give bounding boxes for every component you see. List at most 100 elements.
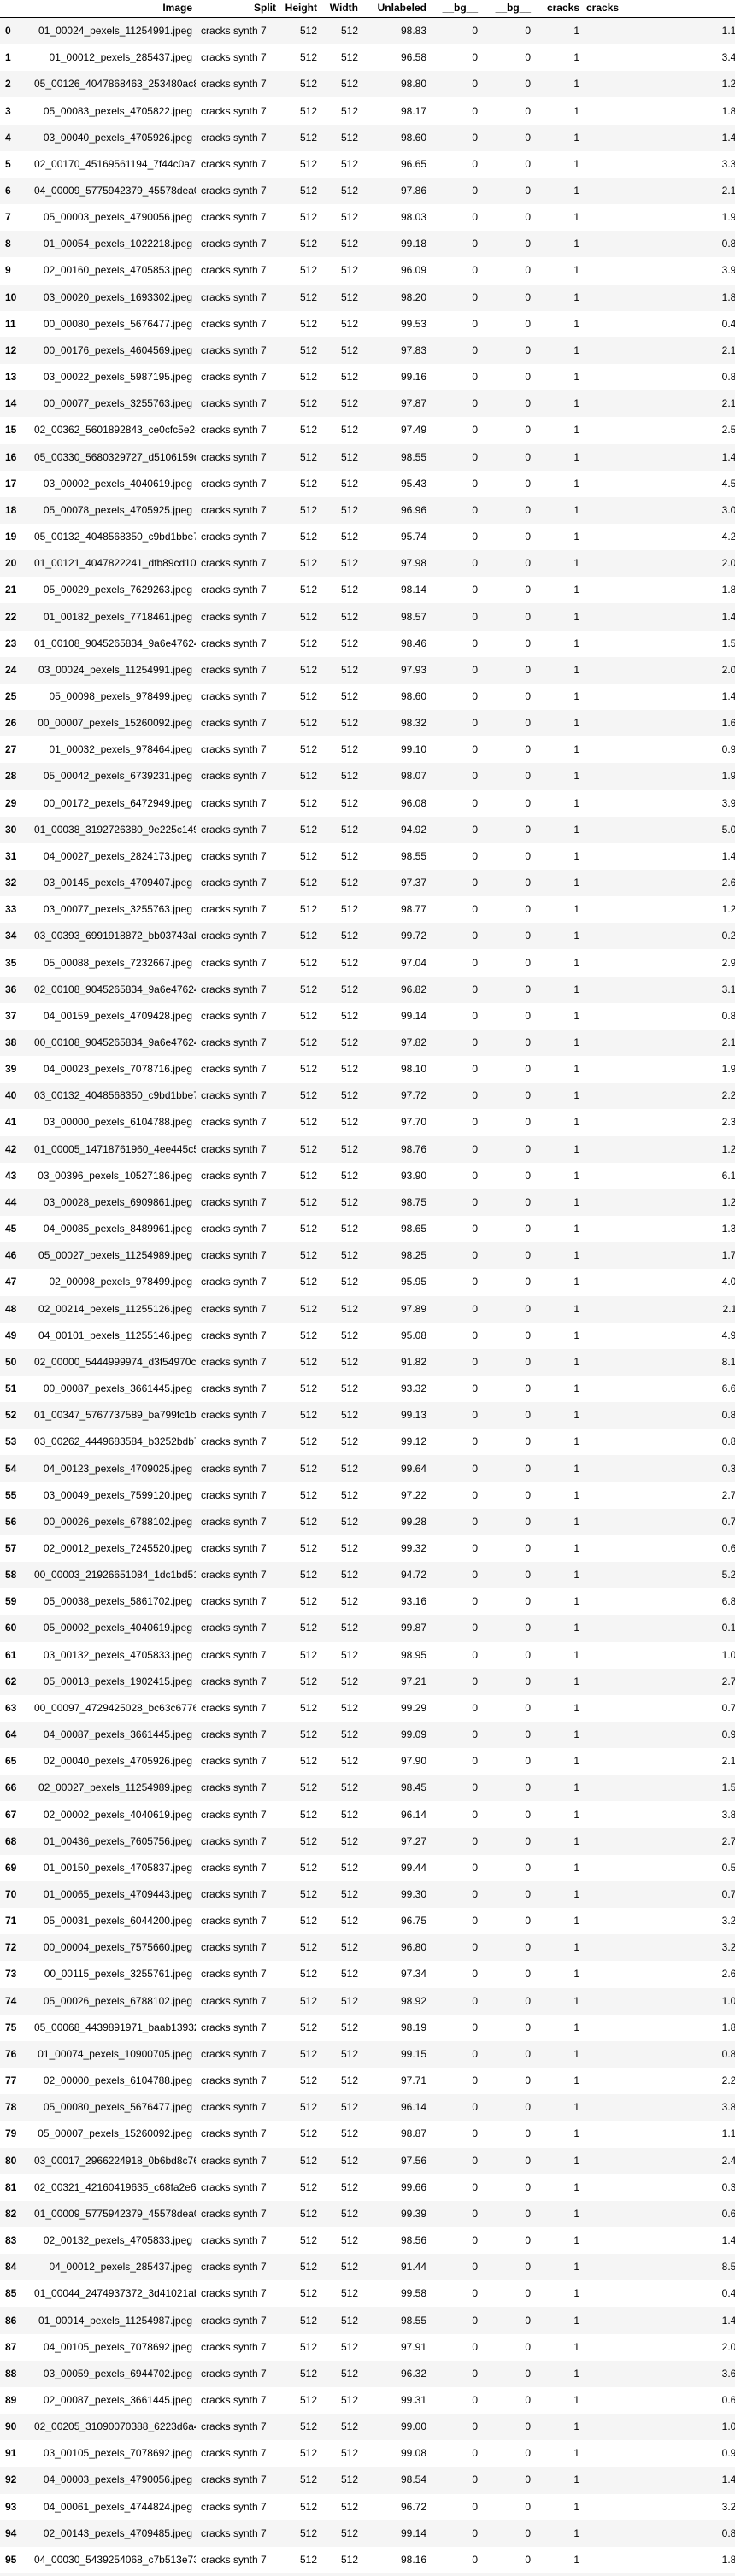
row-index: 75 xyxy=(5,2021,17,2033)
unlabeled-cell: 95.95 xyxy=(400,1276,426,1288)
row-index: 18 xyxy=(5,503,17,516)
unlabeled-cell: 98.14 xyxy=(400,584,426,596)
unlabeled-cell: 98.46 xyxy=(400,637,426,649)
width-cell: 512 xyxy=(340,2180,358,2193)
image-cell: 01_00108_9045265834_9a6e476241_o.jpg xyxy=(34,637,196,649)
cracks-percent-cell: 3.35 xyxy=(721,157,735,170)
bg-2-cell: 0 xyxy=(525,1169,531,1182)
row-index: 85 xyxy=(5,2287,17,2300)
bg-1-cell: 0 xyxy=(472,25,478,38)
bg-2-cell: 0 xyxy=(525,2421,531,2433)
cracks-count-cell: 1 xyxy=(573,2101,579,2114)
cracks-percent-cell: 0.47 xyxy=(721,317,735,330)
row-index: 78 xyxy=(5,2101,17,2114)
table-row: 53 03_00262_4449683584_b3252bdb7e_o.jpg cr… xyxy=(0,1429,735,1456)
unlabeled-cell: 99.58 xyxy=(400,2287,426,2300)
height-cell: 512 xyxy=(299,2180,317,2193)
width-cell: 512 xyxy=(340,2526,358,2539)
bg-2-cell: 0 xyxy=(525,1089,531,1102)
table-row: 12 00_00176_pexels_4604569.jpeg cracks syn… xyxy=(0,337,735,365)
bg-2-cell: 0 xyxy=(525,424,531,437)
bg-2-cell: 0 xyxy=(525,557,531,570)
height-cell: 512 xyxy=(299,1089,317,1102)
bg-2-cell: 0 xyxy=(525,1036,531,1049)
cracks-count-cell: 1 xyxy=(573,1541,579,1554)
width-cell: 512 xyxy=(340,1036,358,1049)
split-cell: cracks synth 7 xyxy=(201,1329,267,1341)
height-cell: 512 xyxy=(299,2500,317,2513)
table-row: 10 03_00020_pexels_1693302.jpeg cracks syn… xyxy=(0,284,735,311)
row-index: 14 xyxy=(5,397,17,410)
cracks-percent-cell: 1.08 xyxy=(721,1994,735,2007)
bg-2-cell: 0 xyxy=(525,131,531,144)
split-cell: cracks synth 7 xyxy=(201,2261,267,2274)
bg-2-cell: 0 xyxy=(525,238,531,250)
height-cell: 512 xyxy=(299,211,317,224)
unlabeled-cell: 98.57 xyxy=(400,610,426,623)
cracks-count-cell: 1 xyxy=(573,1223,579,1235)
height-cell: 512 xyxy=(299,1728,317,1741)
bg-2-cell: 0 xyxy=(525,397,531,410)
cracks-count-cell: 1 xyxy=(573,1089,579,1102)
bg-2-cell: 0 xyxy=(525,2261,531,2274)
width-cell: 512 xyxy=(340,2154,358,2167)
unlabeled-cell: 96.65 xyxy=(400,157,426,170)
unlabeled-cell: 99.15 xyxy=(400,2047,426,2060)
split-cell: cracks synth 7 xyxy=(201,2473,267,2486)
row-index: 35 xyxy=(5,956,17,969)
height-cell: 512 xyxy=(299,2526,317,2539)
cracks-count-cell: 1 xyxy=(573,2234,579,2247)
unlabeled-cell: 97.98 xyxy=(400,557,426,570)
image-cell: 00_00004_pexels_7575660.jpeg xyxy=(43,1941,192,1954)
height-cell: 512 xyxy=(299,1622,317,1634)
cracks-percent-cell: 1.81 xyxy=(721,2021,735,2033)
width-cell: 512 xyxy=(340,557,358,570)
row-index: 60 xyxy=(5,1622,17,1634)
image-cell: 00_00003_21926651084_1dc1bd51d8_o.jpg xyxy=(34,1569,196,1581)
unlabeled-cell: 99.64 xyxy=(400,1462,426,1475)
height-cell: 512 xyxy=(299,689,317,702)
image-cell: 04_00023_pexels_7078716.jpeg xyxy=(43,1063,192,1076)
bg-2-cell: 0 xyxy=(525,2207,531,2220)
table-row: 90 02_00205_31090070388_6223d6a4f1_o.jpg c… xyxy=(0,2414,735,2441)
cracks-count-cell: 1 xyxy=(573,2314,579,2327)
cracks-percent-cell: 4.26 xyxy=(721,531,735,543)
table-row: 81 02_00321_42160419635_c68fa2e691_o.jpg c… xyxy=(0,2174,735,2201)
row-index: 70 xyxy=(5,1888,17,1901)
bg-2-cell: 0 xyxy=(525,1861,531,1874)
row-index: 30 xyxy=(5,823,17,836)
column-header-bg-1: __bg__ xyxy=(430,0,481,18)
bg-2-cell: 0 xyxy=(525,1276,531,1288)
table-row: 70 01_00065_pexels_4709443.jpeg cracks syn… xyxy=(0,1881,735,1909)
split-cell: cracks synth 7 xyxy=(201,717,267,730)
table-row: 32 03_00145_pexels_4709407.jpeg cracks syn… xyxy=(0,870,735,897)
cracks-percent-cell: 6.10 xyxy=(721,1169,735,1182)
image-cell: 05_00330_5680329727_d5106159df_o.jpg xyxy=(34,450,196,463)
table-row: 65 02_00040_pexels_4705926.jpeg cracks syn… xyxy=(0,1748,735,1775)
row-index: 6 xyxy=(5,185,11,197)
width-cell: 512 xyxy=(340,1089,358,1102)
split-cell: cracks synth 7 xyxy=(201,1142,267,1155)
row-index: 44 xyxy=(5,1195,17,1208)
height-cell: 512 xyxy=(299,185,317,197)
cracks-percent-cell: 1.75 xyxy=(721,1249,735,1262)
unlabeled-cell: 98.87 xyxy=(400,2127,426,2140)
column-header-unlabeled: Unlabeled xyxy=(362,0,430,18)
table-row: 35 05_00088_pexels_7232667.jpeg cracks syn… xyxy=(0,949,735,977)
image-cell: 05_00029_pexels_7629263.jpeg xyxy=(43,584,192,596)
row-index: 4 xyxy=(5,131,11,144)
split-cell: cracks synth 7 xyxy=(201,1488,267,1501)
split-cell: cracks synth 7 xyxy=(201,1302,267,1315)
cracks-percent-cell: 1.43 xyxy=(721,610,735,623)
width-cell: 512 xyxy=(340,983,358,995)
row-index: 2 xyxy=(5,78,11,91)
width-cell: 512 xyxy=(340,956,358,969)
image-cell: 03_00000_pexels_6104788.jpeg xyxy=(43,1116,192,1129)
table-row: 19 05_00132_4048568350_c9bd1bbe76_o.jpg cr… xyxy=(0,523,735,551)
bg-2-cell: 0 xyxy=(525,2314,531,2327)
cracks-percent-cell: 0.88 xyxy=(721,1435,735,1448)
cracks-percent-cell: 1.90 xyxy=(721,1063,735,1076)
height-cell: 512 xyxy=(299,1462,317,1475)
bg-2-cell: 0 xyxy=(525,849,531,862)
width-cell: 512 xyxy=(340,290,358,303)
